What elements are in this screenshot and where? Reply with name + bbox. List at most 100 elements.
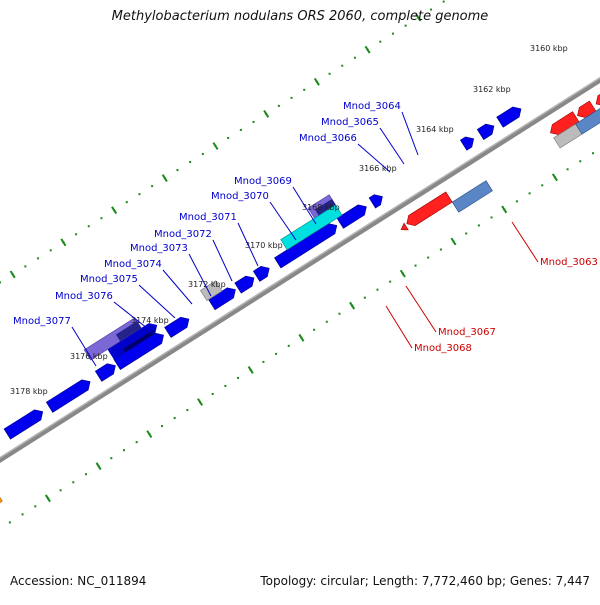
inner-major-tick: [146, 430, 153, 439]
forward-gene-label: Mnod_3064: [343, 101, 401, 112]
steelblue-gene-block: [575, 108, 600, 135]
outer-major-tick: [364, 45, 371, 54]
inner-tick-dot: [72, 481, 75, 484]
inner-tick-dot: [376, 288, 379, 291]
forward-gene-label: Mnod_3071: [179, 212, 237, 223]
inner-tick-dot: [275, 352, 278, 355]
inner-tick-dot: [579, 160, 582, 163]
forward-gene-arrow: [368, 194, 383, 209]
kbp-tick-label: 3166 kbp: [359, 164, 397, 173]
inner-major-tick: [349, 301, 356, 310]
inner-tick-dot: [59, 489, 62, 492]
kbp-tick-label: 3160 kbp: [530, 44, 568, 53]
forward-gene-leader: [212, 239, 233, 282]
inner-tick-dot: [528, 192, 531, 195]
outer-tick-dot: [391, 32, 394, 35]
forward-gene-leader: [237, 222, 259, 267]
inner-tick-dot: [427, 256, 430, 259]
inner-major-tick: [298, 333, 305, 342]
forward-gene-leader: [379, 127, 405, 165]
outer-major-tick: [212, 142, 219, 150]
inner-tick-dot: [414, 264, 417, 267]
inner-tick-dot: [287, 344, 290, 347]
map-title: Methylobacterium nodulans ORS 2060, comp…: [111, 9, 489, 24]
inner-major-tick: [44, 494, 51, 503]
forward-gene-leader: [113, 301, 158, 337]
reverse-gene-arrow: [406, 191, 453, 226]
outer-tick-dot: [151, 185, 154, 188]
outer-tick-dot: [75, 233, 78, 236]
inner-tick-dot: [34, 505, 37, 508]
outer-tick-dot: [239, 128, 242, 131]
forward-gene-leader: [357, 143, 391, 173]
inner-tick-dot: [515, 200, 518, 203]
kbp-tick-label: 3168 kbp: [302, 203, 340, 212]
reverse-gene-arrow: [577, 100, 597, 118]
inner-tick-dot: [161, 425, 164, 428]
outer-tick-dot: [189, 161, 192, 164]
cyan-gene-block: [280, 204, 343, 251]
forward-gene-leader: [292, 186, 317, 225]
forward-gene-label: Mnod_3076: [55, 291, 113, 302]
inner-tick-dot: [224, 384, 227, 387]
forward-gene-label: Mnod_3069: [234, 176, 292, 187]
outer-major-tick: [313, 77, 320, 86]
inner-tick-dot: [8, 521, 11, 524]
outer-tick-dot: [429, 8, 432, 11]
forward-gene-shade: [122, 329, 156, 353]
forward-gene-leader: [269, 201, 297, 241]
inner-tick-dot: [389, 280, 392, 283]
outer-tick-dot: [37, 257, 40, 260]
inner-tick-dot: [211, 392, 214, 395]
outer-tick-dot: [303, 88, 306, 91]
inner-tick-dot: [541, 184, 544, 187]
reverse-gene-label: Mnod_3068: [414, 343, 472, 354]
forward-gene-arrow: [45, 379, 91, 413]
forward-gene-leader: [188, 253, 212, 297]
reverse-gene-arrow: [595, 93, 600, 106]
reverse-gene-leader: [385, 305, 413, 349]
reverse-gene-leader: [405, 285, 437, 333]
inner-tick-dot: [262, 360, 265, 363]
inner-tick-dot: [439, 248, 442, 251]
outer-tick-dot: [277, 104, 280, 107]
outer-major-tick: [415, 13, 422, 22]
inner-tick-dot: [135, 441, 138, 444]
forward-gene-arrow: [496, 106, 522, 128]
inner-tick-dot: [338, 312, 341, 315]
forward-gene-leader: [138, 284, 176, 319]
inner-tick-dot: [173, 417, 176, 420]
outer-tick-dot: [87, 225, 90, 228]
forward-gene-leader: [71, 326, 97, 367]
genome-summary-text: Topology: circular; Length: 7,772,460 bp…: [260, 574, 590, 588]
forward-gene-label: Mnod_3073: [130, 243, 188, 254]
inner-tick-dot: [21, 513, 24, 516]
outer-tick-dot: [227, 136, 230, 139]
outer-tick-dot: [138, 193, 141, 196]
genome-backbone-highlight: [0, 76, 600, 459]
outer-tick-dot: [290, 96, 293, 99]
forward-gene-arrow: [476, 123, 495, 140]
outer-tick-dot: [353, 56, 356, 59]
forward-gene-arrow: [3, 409, 44, 440]
forward-gene-arrow: [459, 136, 475, 151]
kbp-tick-label: 3170 kbp: [245, 241, 283, 250]
forward-gene-leader: [401, 111, 419, 156]
highlighted-gene-core: [115, 321, 142, 342]
inner-tick-dot: [313, 328, 316, 331]
forward-gene-arrow: [107, 323, 158, 360]
outer-tick-dot: [0, 281, 2, 284]
outer-major-tick: [60, 238, 67, 247]
forward-gene-arrow: [274, 223, 338, 269]
kbp-tick-label: 3178 kbp: [10, 387, 48, 396]
outer-tick-dot: [404, 24, 407, 27]
outer-tick-dot: [125, 201, 128, 204]
outer-tick-dot: [341, 64, 344, 67]
highlighted-gene-core: [314, 198, 336, 216]
forward-gene-arrow: [208, 287, 236, 311]
forward-gene-leader: [162, 269, 193, 305]
inner-tick-dot: [122, 449, 125, 452]
inner-major-tick: [450, 237, 457, 246]
